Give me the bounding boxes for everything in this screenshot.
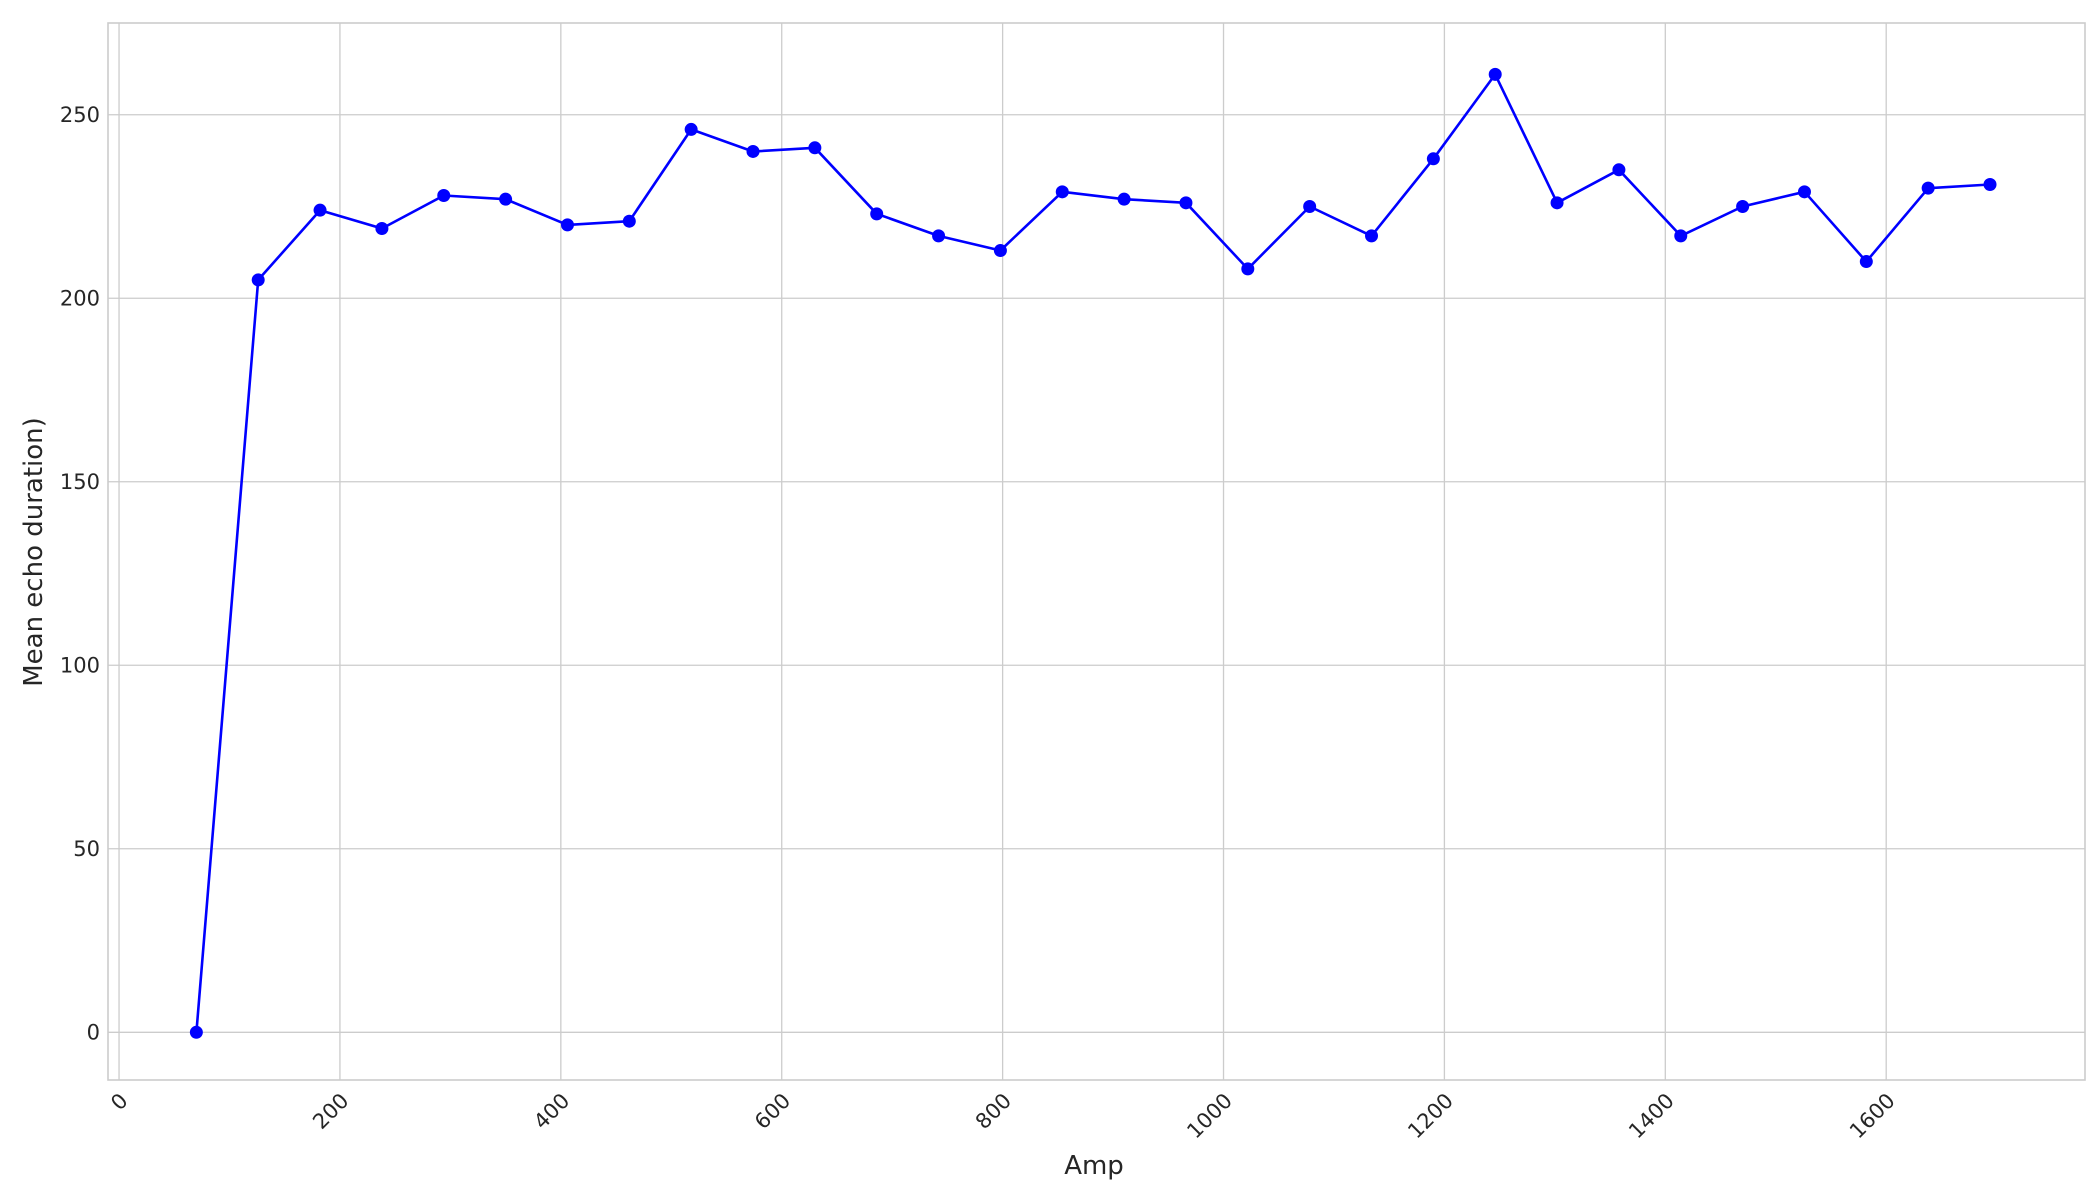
data-point (622, 214, 636, 228)
y-axis-ticks: 0 50 100 150 200 250 (60, 103, 100, 1045)
x-tick-label: 400 (529, 1089, 574, 1134)
data-point (189, 1025, 203, 1039)
data-point (1859, 255, 1873, 269)
x-axis-label: Amp (1064, 1151, 1124, 1181)
y-tick-label: 0 (87, 1020, 100, 1044)
data-point (1055, 185, 1069, 199)
plot-area-frame (107, 22, 2086, 1081)
data-point (1797, 185, 1811, 199)
data-point (499, 192, 513, 206)
data-point (1303, 200, 1317, 214)
data-point (808, 141, 822, 155)
series-line-group (195, 73, 1991, 1033)
data-point (1488, 67, 1502, 81)
x-tick-label: 1200 (1403, 1089, 1458, 1144)
data-point (870, 207, 884, 221)
x-tick-label: 0 (106, 1089, 132, 1115)
y-tick-label: 150 (60, 470, 100, 494)
x-tick-label: 1400 (1624, 1089, 1679, 1144)
data-point (1674, 229, 1688, 243)
data-point (684, 122, 698, 136)
data-point (375, 222, 389, 236)
data-point (1365, 229, 1379, 243)
y-tick-label: 200 (60, 286, 100, 310)
data-points (189, 67, 1997, 1039)
data-point (1983, 177, 1997, 191)
grid (108, 23, 2085, 1080)
x-tick-label: 1000 (1182, 1089, 1237, 1144)
data-point (746, 144, 760, 158)
data-point (1921, 181, 1935, 195)
data-point (1241, 262, 1255, 276)
data-point (993, 244, 1007, 258)
y-tick-label: 250 (60, 103, 100, 127)
data-point (1550, 196, 1564, 210)
y-axis-label: Mean echo duration) (19, 417, 49, 687)
y-tick-label: 50 (73, 837, 100, 861)
x-tick-label: 600 (750, 1089, 795, 1134)
data-point (560, 218, 574, 232)
x-axis-ticks: 0 200 400 600 800 1000 1200 1400 1600 (106, 1089, 1900, 1144)
data-point (1736, 200, 1750, 214)
x-tick-label: 1600 (1845, 1089, 1900, 1144)
data-point (1117, 192, 1131, 206)
x-tick-label: 800 (971, 1089, 1016, 1134)
series-line (195, 73, 1991, 1033)
data-point (313, 203, 327, 217)
x-tick-label: 200 (308, 1089, 353, 1134)
data-point (1179, 196, 1193, 210)
data-point (1426, 152, 1440, 166)
data-point (251, 273, 265, 287)
data-point (932, 229, 946, 243)
data-point (437, 188, 451, 202)
data-point (1612, 163, 1626, 177)
y-tick-label: 100 (60, 653, 100, 677)
